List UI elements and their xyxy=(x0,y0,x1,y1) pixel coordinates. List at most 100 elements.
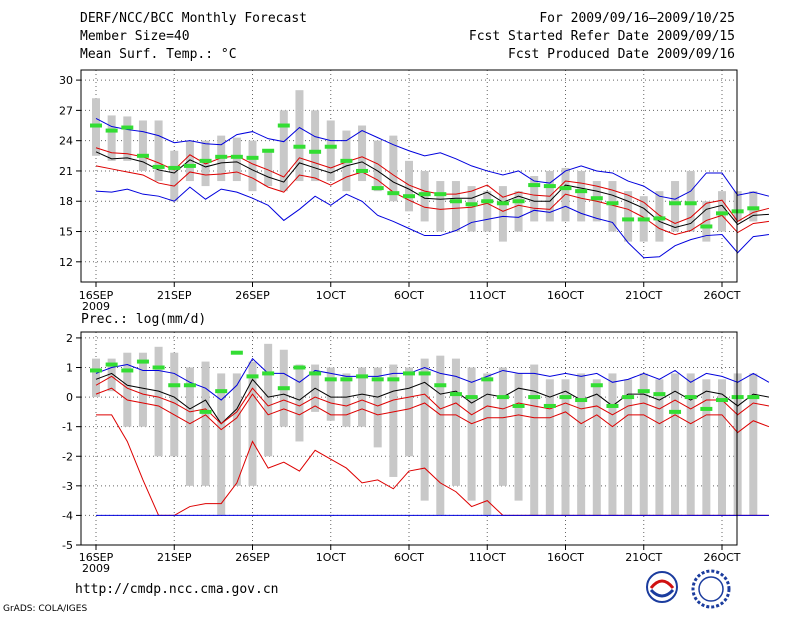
panel1-spread-box xyxy=(577,170,586,222)
panel1-spread-box xyxy=(624,191,633,242)
panel1-median-marker xyxy=(121,125,134,130)
panel1-median-marker xyxy=(434,192,447,197)
panel2-median-marker xyxy=(434,383,447,388)
panel1-spread-box xyxy=(514,191,523,232)
panel1-spread-box xyxy=(358,125,367,182)
panel1-median-marker xyxy=(496,201,509,206)
panel1-median-marker xyxy=(481,199,494,204)
panel2-spread-box xyxy=(326,367,335,421)
panel1-xtick-label: 6OCT xyxy=(394,289,424,302)
panel1-spread-box xyxy=(733,191,742,222)
panel1-median-marker xyxy=(512,199,525,204)
panel2-median-marker xyxy=(606,403,619,408)
panel1-spread-box xyxy=(671,181,680,232)
panel1-spread-box xyxy=(248,140,257,192)
panel1-ytick-label: 12 xyxy=(59,256,73,269)
panel1-ytick-label: 30 xyxy=(59,74,73,87)
panel2-median-marker xyxy=(199,409,212,414)
panel1-median-marker xyxy=(700,224,713,229)
panel2-xtick-label: 16OCT xyxy=(547,551,584,564)
panel2-ytick-label: 0 xyxy=(66,391,73,404)
panel1-xtick-label: 1OCT xyxy=(316,289,346,302)
panel1-median-marker xyxy=(90,123,102,128)
panel2-spread-box xyxy=(107,358,116,392)
panel1-median-marker xyxy=(543,184,556,189)
panel2-xtick-label: 11OCT xyxy=(469,551,506,564)
panel1-spread-box xyxy=(232,137,241,182)
panel2-spread-box xyxy=(718,379,726,516)
panel2-median-marker xyxy=(277,386,290,391)
panel2-median-marker xyxy=(731,395,744,400)
panel2-xtick-year: 2009 xyxy=(82,562,110,575)
panel2-ytick-label: 1 xyxy=(66,362,73,375)
panel1-spread-box xyxy=(185,140,194,182)
panel2-median-marker xyxy=(465,395,478,400)
panel2-spread-box xyxy=(608,373,617,516)
panel1-median-marker xyxy=(590,196,603,201)
panel1-median-marker xyxy=(168,165,181,170)
panel1-line-spread_upper xyxy=(95,147,770,224)
panel2-spread-box xyxy=(373,367,382,448)
panel1-spread-box xyxy=(420,170,429,222)
panel2-xtick-label: 21SEP xyxy=(157,551,192,564)
panel1-xtick-label: 21SEP xyxy=(157,289,192,302)
panel2-line-spread_upper xyxy=(95,375,770,425)
member-size: Member Size=40 xyxy=(80,29,190,44)
panel1-xtick-label: 11OCT xyxy=(469,289,506,302)
panel1-spread-box xyxy=(686,170,695,232)
panel1-median-marker xyxy=(653,216,666,221)
source-url[interactable]: http://cmdp.ncc.cma.gov.cn xyxy=(75,582,279,597)
panel2-xtick-label: 21OCT xyxy=(625,551,662,564)
forecast-start-date: Fcst Started Refer Date 2009/09/15 xyxy=(468,29,735,44)
panel1-median-marker xyxy=(637,217,650,222)
panel2-median-marker xyxy=(716,398,728,403)
panel2-spread-box xyxy=(639,373,648,516)
forecast-period: For 2009/09/16–2009/10/25 xyxy=(539,11,735,26)
panel2-ytick-label: -1 xyxy=(62,421,73,434)
panel1-spread-box xyxy=(608,181,617,232)
panel2-xtick-label: 26SEP xyxy=(235,551,270,564)
panel1-median-marker xyxy=(528,183,541,188)
panel2-spread-box xyxy=(545,379,554,516)
panel2-median-marker xyxy=(481,377,494,382)
panel1-spread-box xyxy=(498,186,507,242)
panel1-ytick-label: 15 xyxy=(59,226,73,239)
panel1-frame xyxy=(80,69,738,283)
panel2-median-marker xyxy=(262,371,275,376)
panel2-median-marker xyxy=(590,383,603,388)
panel1-median-marker xyxy=(622,217,635,222)
panel1-spread-box xyxy=(451,181,460,232)
variable-label: Mean Surf. Temp.: °C xyxy=(80,47,237,62)
panel2-spread-box xyxy=(436,355,445,516)
panel1-spread-box xyxy=(311,110,320,182)
panel2-spread-box xyxy=(170,352,179,457)
panel1-line-min xyxy=(95,186,770,259)
panel2-spread-box xyxy=(358,367,367,427)
panel2-spread-box xyxy=(123,352,132,427)
panel2-median-marker xyxy=(105,362,118,367)
panel1-median-marker xyxy=(277,123,290,128)
panel2-median-marker xyxy=(121,368,134,373)
panel2-median-marker xyxy=(136,359,149,364)
panel2-median-marker xyxy=(418,371,431,376)
panel2-spread-box xyxy=(248,361,257,486)
panel2-spread-box xyxy=(577,373,586,516)
panel2-median-marker xyxy=(637,389,650,394)
panel2-median-marker xyxy=(90,368,102,373)
panel1-xtick-label: 16OCT xyxy=(547,289,584,302)
panel2-spread-box xyxy=(592,379,601,516)
panel1-median-marker xyxy=(716,211,728,216)
panel2-line-mean xyxy=(95,372,770,425)
panel2-median-marker xyxy=(653,392,666,397)
chart-title: DERF/NCC/BCC Monthly Forecast xyxy=(80,11,307,26)
panel1-line-mean xyxy=(95,151,769,229)
panel2-median-marker xyxy=(293,365,306,370)
panel1-median-marker xyxy=(418,192,431,197)
panel1-ytick-label: 18 xyxy=(59,195,73,208)
panel1-median-marker xyxy=(731,209,744,214)
panel2-median-marker xyxy=(575,398,588,403)
panel2-spread-box xyxy=(561,379,570,516)
panel2-median-marker xyxy=(700,406,713,411)
panel1-median-marker xyxy=(105,128,118,133)
